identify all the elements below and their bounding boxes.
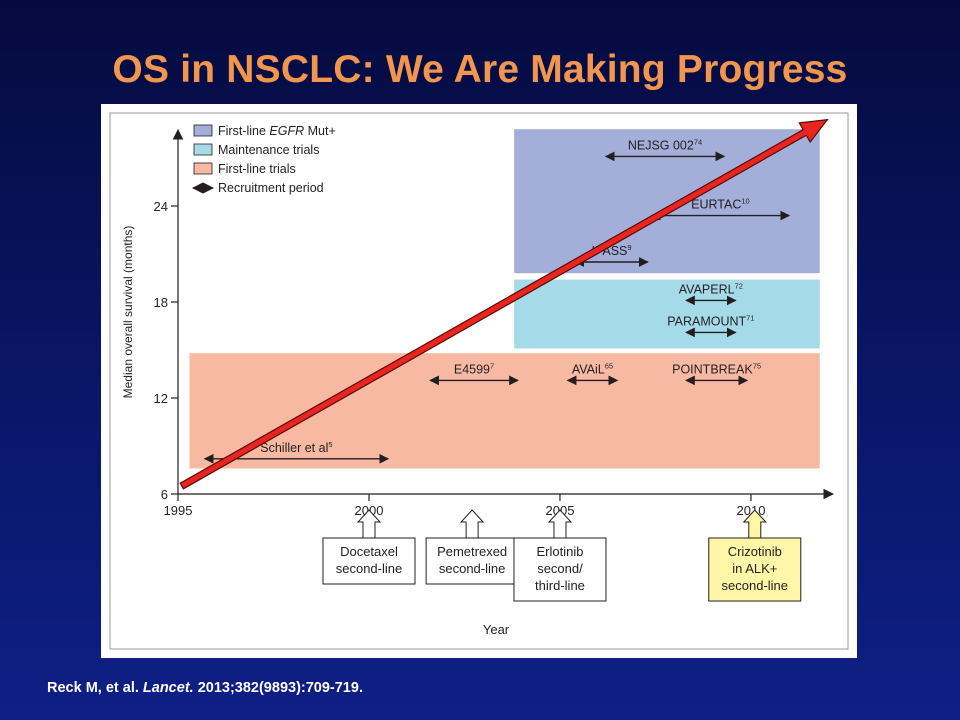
citation-journal: Lancet. bbox=[142, 680, 194, 696]
approval-text-0-1: second-line bbox=[336, 561, 403, 576]
x-tick-label-1995: 1995 bbox=[164, 503, 193, 518]
band-1 bbox=[514, 279, 820, 349]
approval-box-0 bbox=[322, 537, 416, 585]
approval-arrow-2 bbox=[547, 509, 573, 538]
approval-text-3-0: Crizotinib bbox=[728, 544, 782, 559]
trial-label-6: AVAiL65 bbox=[572, 361, 613, 376]
approval-box-2 bbox=[513, 537, 607, 602]
approval-text-0-0: Docetaxel bbox=[340, 544, 398, 559]
approval-text-2-0: Erlotinib bbox=[536, 544, 583, 559]
trial-label-7: POINTBREAK75 bbox=[672, 361, 761, 376]
approval-arrow-1 bbox=[459, 509, 485, 538]
approval-text-2-1: second/ bbox=[537, 561, 583, 576]
y-axis-label: Median overall survival (months) bbox=[121, 226, 135, 399]
trial-label-4: PARAMOUNT71 bbox=[667, 313, 754, 328]
trial-label-0: NEJSG 00274 bbox=[628, 137, 702, 152]
approval-text-2-2: third-line bbox=[535, 578, 585, 593]
y-tick-label-18: 18 bbox=[154, 295, 168, 310]
y-tick-label-24: 24 bbox=[154, 199, 168, 214]
legend-label-1: Maintenance trials bbox=[218, 143, 319, 157]
figure-panel: 61218241995200020052010Median overall su… bbox=[101, 104, 857, 658]
trial-label-1: EURTAC10 bbox=[691, 197, 750, 212]
trial-label-5: E45997 bbox=[454, 361, 494, 376]
approval-box-3 bbox=[708, 537, 802, 602]
slide-title: OS in NSCLC: We Are Making Progress bbox=[112, 48, 848, 91]
legend-label-0: First-line EGFR Mut+ bbox=[218, 124, 336, 138]
os-timeline-chart: 61218241995200020052010Median overall su… bbox=[109, 112, 849, 650]
plot-frame bbox=[109, 112, 849, 650]
approval-arrow-3 bbox=[742, 509, 767, 538]
band-2 bbox=[189, 353, 820, 469]
approval-text-3-1: in ALK+ bbox=[732, 561, 777, 576]
trend-arrow bbox=[179, 118, 829, 490]
approval-arrow-0 bbox=[356, 509, 382, 538]
approval-text-1-0: Pemetrexed bbox=[437, 544, 507, 559]
legend-label-3: Recruitment period bbox=[218, 181, 324, 195]
approval-text-1-1: second-line bbox=[439, 561, 506, 576]
legend-swatch-1 bbox=[193, 143, 213, 156]
trial-label-3: AVAPERL72 bbox=[679, 281, 743, 296]
legend-swatch-2 bbox=[193, 162, 213, 175]
legend-swatch-0 bbox=[193, 124, 213, 137]
approval-text-3-2: second-line bbox=[722, 578, 789, 593]
y-tick-label-12: 12 bbox=[154, 391, 168, 406]
citation-details: 2013;382(9893):709-719. bbox=[197, 680, 363, 696]
y-tick-label-6: 6 bbox=[161, 487, 168, 502]
approval-box-1 bbox=[425, 537, 519, 585]
citation-authors: Reck M, et al. bbox=[47, 680, 139, 696]
legend-label-2: First-line trials bbox=[218, 162, 296, 176]
trial-label-8: Schiller et al5 bbox=[260, 440, 332, 455]
citation: Reck M, et al. Lancet. 2013;382(9893):70… bbox=[47, 680, 363, 696]
x-axis-label: Year bbox=[483, 622, 510, 637]
